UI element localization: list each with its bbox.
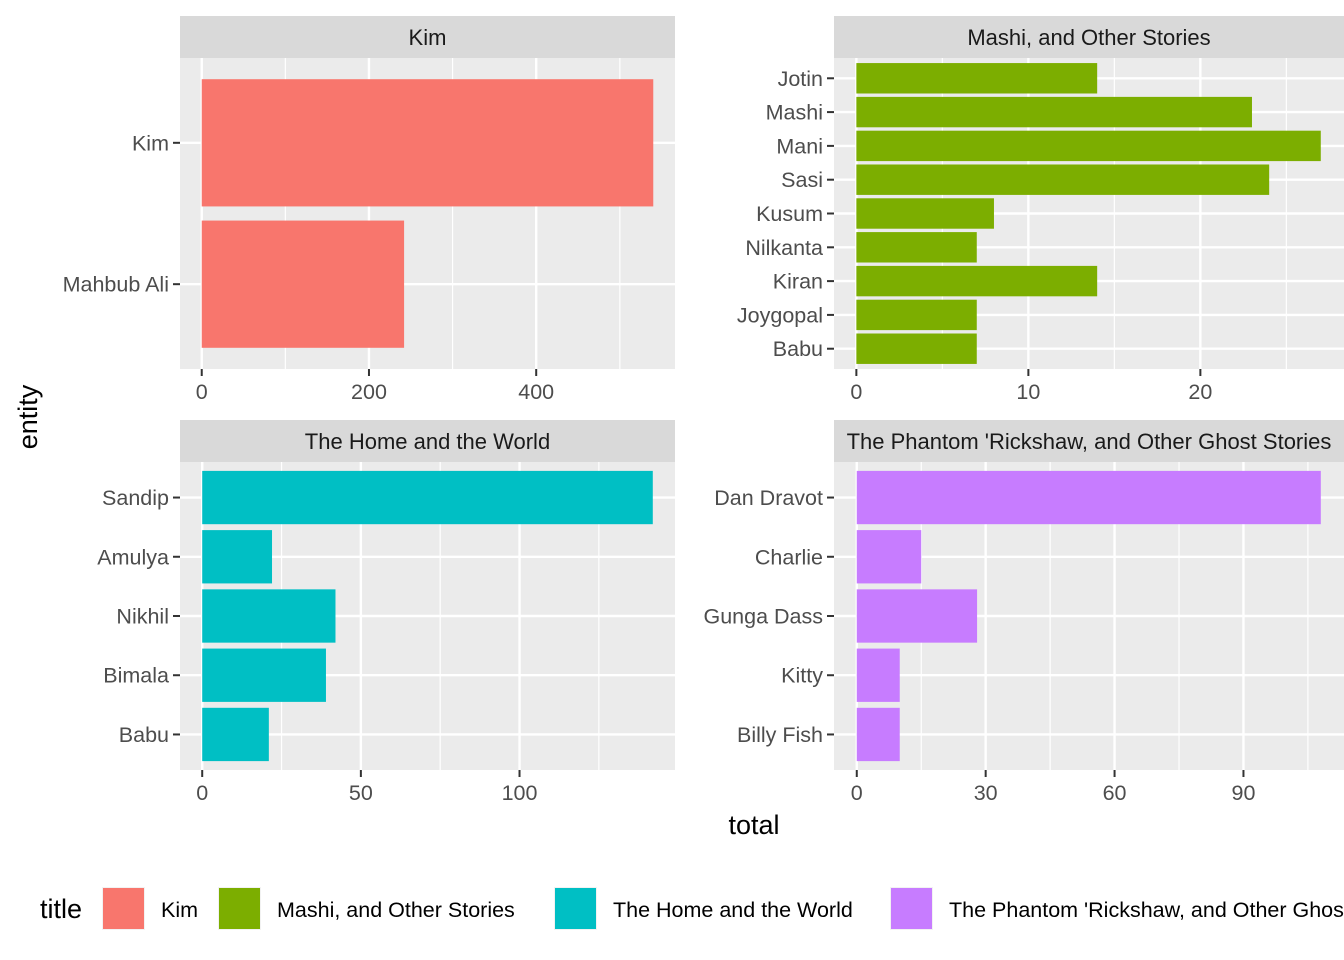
bar-mahbub-ali bbox=[201, 220, 405, 348]
legend-title: title bbox=[40, 894, 82, 924]
x-tick-label: 0 bbox=[850, 380, 862, 404]
bar-joygopal bbox=[856, 299, 977, 331]
facet-panel-4: The Phantom 'Rickshaw, and Other Ghost S… bbox=[703, 420, 1344, 805]
y-tick-label: Kim bbox=[132, 131, 169, 155]
facet-strip-label: The Phantom 'Rickshaw, and Other Ghost S… bbox=[847, 429, 1332, 454]
bar-gunga-dass bbox=[856, 589, 978, 643]
y-tick-label: Charlie bbox=[755, 545, 823, 569]
legend: title Kim Mashi, and Other Stories The Home… bbox=[40, 887, 1344, 930]
x-tick-label: 50 bbox=[349, 781, 373, 805]
facet-strip bbox=[834, 420, 1344, 462]
y-axis-title: entity bbox=[13, 384, 43, 449]
bar-billy-fish bbox=[856, 707, 900, 762]
bar-sasi bbox=[856, 164, 1270, 195]
x-tick-label: 90 bbox=[1231, 781, 1255, 805]
x-tick-label: 30 bbox=[974, 781, 998, 805]
legend-key bbox=[891, 888, 932, 929]
y-tick-label: Sandip bbox=[102, 486, 169, 510]
bar-babu bbox=[856, 333, 977, 364]
x-tick-label: 20 bbox=[1188, 380, 1212, 404]
x-tick-label: 100 bbox=[502, 781, 538, 805]
x-tick-label: 10 bbox=[1016, 380, 1040, 404]
y-tick-label: Gunga Dass bbox=[703, 605, 823, 629]
bar-mani bbox=[856, 130, 1321, 162]
x-tick-label: 0 bbox=[196, 380, 208, 404]
y-tick-label: Joygopal bbox=[737, 303, 823, 327]
facet-panel-2: Mashi, and Other Stories Jotin Mashi Mani Sa… bbox=[737, 16, 1344, 404]
bar-sandip bbox=[202, 470, 653, 525]
y-tick-label: Mani bbox=[776, 134, 823, 158]
bar-amulya bbox=[202, 530, 273, 584]
x-tick-label: 200 bbox=[351, 380, 387, 404]
facet-strip-label: Mashi, and Other Stories bbox=[967, 25, 1210, 50]
bar-kusum bbox=[856, 198, 994, 229]
y-tick-label: Sasi bbox=[781, 168, 823, 192]
legend-key bbox=[219, 888, 260, 929]
y-tick-label: Kusum bbox=[756, 202, 823, 226]
y-tick-label: Amulya bbox=[97, 545, 169, 569]
facet-panel-1: Kim Kim Mahbub Ali 0 200 400 bbox=[63, 16, 675, 404]
legend-key bbox=[555, 888, 596, 929]
x-tick-label: 0 bbox=[851, 781, 863, 805]
y-tick-label: Jotin bbox=[778, 67, 823, 91]
y-tick-label: Billy Fish bbox=[737, 723, 823, 747]
legend-label: Mashi, and Other Stories bbox=[277, 898, 515, 922]
bar-kim bbox=[201, 79, 654, 207]
y-tick-label: Kiran bbox=[773, 270, 823, 294]
bar-charlie bbox=[856, 530, 922, 584]
bar-jotin bbox=[856, 63, 1098, 94]
bar-dan-dravot bbox=[856, 470, 1321, 525]
facet-strip-label: The Home and the World bbox=[305, 429, 550, 454]
y-tick-label: Dan Dravot bbox=[714, 486, 823, 510]
y-tick-label: Babu bbox=[119, 723, 169, 747]
legend-key bbox=[103, 888, 144, 929]
facet-strip bbox=[180, 420, 675, 462]
bar-nilkanta bbox=[856, 232, 977, 263]
facet-strip bbox=[834, 16, 1344, 58]
facet-panel-3: The Home and the World Sandip Amulya Nikhil… bbox=[97, 420, 675, 805]
x-tick-label: 400 bbox=[518, 380, 554, 404]
bar-kiran bbox=[856, 265, 1098, 297]
bar-kitty bbox=[856, 648, 900, 702]
y-tick-label: Mashi bbox=[766, 101, 823, 125]
legend-label: The Home and the World bbox=[613, 898, 853, 922]
x-tick-label: 0 bbox=[196, 781, 208, 805]
legend-label: The Phantom 'Rickshaw, and Other Ghost S… bbox=[949, 898, 1344, 922]
y-tick-label: Babu bbox=[773, 337, 823, 361]
y-tick-label: Bimala bbox=[103, 664, 169, 688]
legend-label: Kim bbox=[161, 898, 198, 922]
y-tick-label: Nikhil bbox=[116, 605, 169, 629]
y-tick-label: Nilkanta bbox=[745, 236, 823, 260]
bar-babu bbox=[202, 707, 269, 762]
bar-bimala bbox=[202, 648, 326, 702]
x-axis-title: total bbox=[728, 810, 779, 840]
bar-mashi bbox=[856, 96, 1252, 128]
facet-strip bbox=[180, 16, 675, 58]
facet-strip-label: Kim bbox=[409, 25, 447, 50]
bar-nikhil bbox=[202, 589, 336, 643]
y-tick-label: Kitty bbox=[781, 664, 823, 688]
y-tick-label: Mahbub Ali bbox=[63, 273, 169, 297]
x-tick-label: 60 bbox=[1103, 781, 1127, 805]
